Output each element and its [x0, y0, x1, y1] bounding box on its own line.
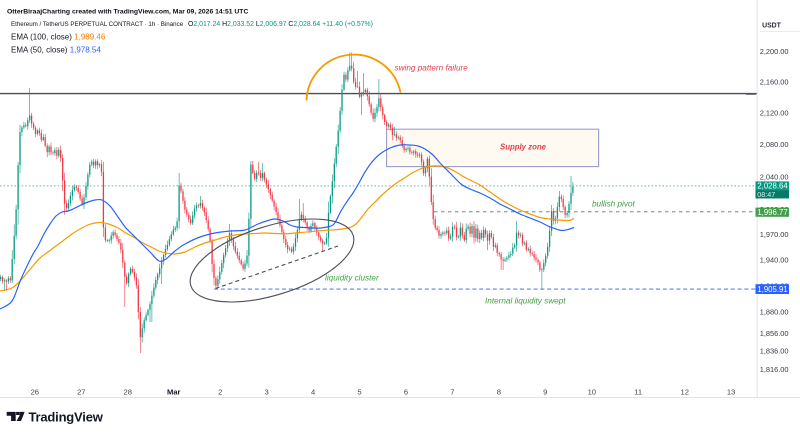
- svg-text:2,120.00: 2,120.00: [760, 109, 789, 118]
- svg-text:Internal liquidity swept: Internal liquidity swept: [485, 297, 566, 306]
- svg-text:TradingView: TradingView: [29, 410, 104, 425]
- svg-text:Mar: Mar: [167, 387, 181, 396]
- svg-text:28: 28: [123, 387, 131, 396]
- svg-text:3: 3: [264, 387, 268, 396]
- svg-text:2,160.00: 2,160.00: [760, 78, 789, 87]
- svg-text:EMA (100, close) 1,989.46: EMA (100, close) 1,989.46: [11, 32, 106, 41]
- svg-text:9: 9: [543, 387, 547, 396]
- svg-text:EMA (50, close) 1,978.54: EMA (50, close) 1,978.54: [11, 45, 101, 54]
- svg-text:1,836.00: 1,836.00: [760, 347, 789, 356]
- svg-text:USDT: USDT: [762, 23, 782, 30]
- svg-text:6: 6: [404, 387, 408, 396]
- svg-text:1,970.00: 1,970.00: [760, 230, 789, 239]
- svg-text:swing pattern failure: swing pattern failure: [395, 64, 469, 73]
- svg-text:bullish pivot: bullish pivot: [592, 200, 636, 209]
- svg-text:08:47: 08:47: [757, 190, 775, 199]
- svg-text:10: 10: [588, 387, 596, 396]
- svg-text:11: 11: [634, 387, 642, 396]
- svg-text:2: 2: [218, 387, 222, 396]
- svg-text:2,040.00: 2,040.00: [760, 172, 789, 181]
- svg-text:1,880.00: 1,880.00: [760, 308, 789, 317]
- svg-text:1,856.00: 1,856.00: [760, 329, 789, 338]
- svg-text:liquidity cluster: liquidity cluster: [325, 274, 379, 283]
- svg-text:1,816.00: 1,816.00: [760, 365, 789, 374]
- svg-text:O2,017.24 H2,033.52 L2,006.97: O2,017.24 H2,033.52 L2,006.97 C2,028.64 …: [188, 21, 373, 28]
- svg-text:2,028.64: 2,028.64: [757, 182, 788, 191]
- svg-text:5: 5: [357, 387, 361, 396]
- svg-text:Supply zone: Supply zone: [500, 143, 547, 152]
- svg-text:8: 8: [497, 387, 501, 396]
- svg-text:2,080.00: 2,080.00: [760, 140, 789, 149]
- svg-text:OtterBiraajCharting created wi: OtterBiraajCharting created with Trading…: [7, 8, 248, 15]
- svg-text:27: 27: [77, 387, 85, 396]
- svg-text:7: 7: [450, 387, 454, 396]
- svg-text:1,996.77: 1,996.77: [757, 208, 787, 217]
- svg-text:12: 12: [680, 387, 688, 396]
- svg-text:26: 26: [31, 387, 39, 396]
- svg-text:1,905.91: 1,905.91: [757, 285, 787, 294]
- svg-text:2,200.00: 2,200.00: [760, 47, 789, 56]
- svg-text:4: 4: [311, 387, 315, 396]
- svg-text:13: 13: [727, 387, 735, 396]
- svg-text:1,940.00: 1,940.00: [760, 256, 789, 265]
- svg-text:Ethereum / TetherUS PERPETUAL: Ethereum / TetherUS PERPETUAL CONTRACT ·…: [11, 21, 184, 28]
